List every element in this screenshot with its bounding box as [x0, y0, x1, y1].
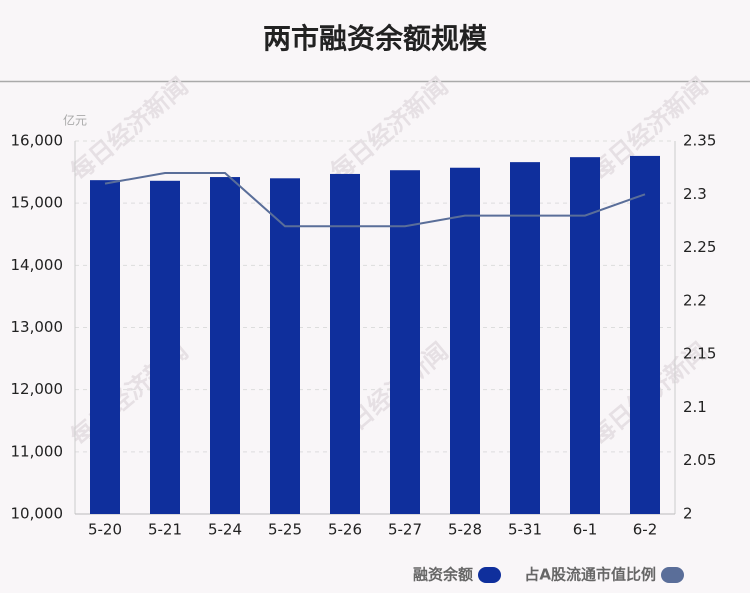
y-unit: 亿元 — [63, 113, 87, 128]
y2-tick-label: 2.35 — [683, 132, 716, 150]
x-tick-label: 5-21 — [148, 521, 182, 539]
x-tick-label: 6-1 — [573, 521, 598, 539]
bar — [450, 167, 480, 514]
y-tick-label: 13,000 — [11, 318, 64, 336]
legend-label: 占A股流通市值比例 — [524, 566, 656, 584]
y-tick-label: 14,000 — [11, 256, 64, 274]
x-tick-label: 5-27 — [388, 521, 422, 539]
y-tick-label: 15,000 — [11, 194, 64, 212]
bar — [270, 178, 300, 515]
y-tick-label: 16,000 — [11, 132, 64, 150]
chart-title: 两市融资余额规模 — [263, 22, 488, 55]
bar — [390, 170, 420, 515]
legend-swatch — [478, 567, 501, 583]
x-tick-label: 5-24 — [208, 521, 242, 539]
y2-tick-label: 2.2 — [683, 291, 707, 309]
y2-tick-label: 2.25 — [683, 238, 716, 256]
x-tick-label: 5-20 — [88, 521, 122, 539]
bar — [570, 157, 600, 514]
y2-tick-label: 2 — [683, 505, 693, 523]
bar — [510, 162, 540, 515]
x-tick-label: 5-25 — [268, 521, 302, 539]
legend-swatch — [661, 567, 684, 583]
y2-tick-label: 2.15 — [683, 345, 716, 363]
y2-tick-label: 2.1 — [683, 398, 707, 416]
bar — [630, 155, 660, 515]
bar — [150, 180, 180, 514]
line-series — [104, 171, 646, 228]
x-tick-label: 6-2 — [633, 521, 658, 539]
y-tick-label: 10,000 — [11, 505, 64, 523]
bar — [90, 180, 120, 515]
bar — [330, 173, 360, 514]
bar — [210, 177, 240, 514]
x-tick-label: 5-28 — [448, 521, 482, 539]
y2-tick-label: 2.05 — [683, 451, 716, 469]
y-tick-label: 11,000 — [11, 442, 64, 460]
x-tick-label: 5-26 — [328, 521, 362, 539]
legend-label: 融资余额 — [413, 566, 473, 584]
x-tick-label: 5-31 — [508, 521, 542, 539]
y2-tick-label: 2.3 — [683, 185, 707, 203]
y-tick-label: 12,000 — [11, 380, 64, 398]
